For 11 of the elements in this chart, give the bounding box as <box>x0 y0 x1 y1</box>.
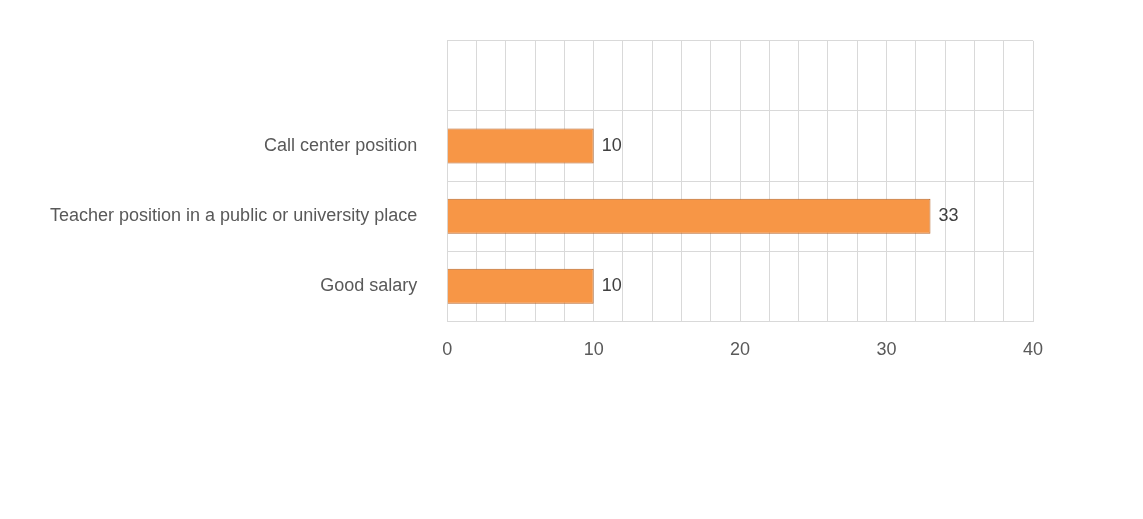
x-tick-label: 30 <box>876 339 897 360</box>
y-tick-label: Call center position <box>264 134 418 155</box>
x-tick-label: 20 <box>730 339 751 360</box>
x-tick-label: 40 <box>1022 339 1044 360</box>
y-tick-label: Teacher position in a public or university place <box>50 205 418 226</box>
y-tick-label: Good salary <box>320 275 418 296</box>
x-tick-label: 0 <box>442 339 453 360</box>
data-label: 10 <box>601 134 622 155</box>
data-label: 33 <box>938 205 959 226</box>
data-label: 10 <box>601 275 622 296</box>
x-tick-label: 10 <box>583 339 604 360</box>
